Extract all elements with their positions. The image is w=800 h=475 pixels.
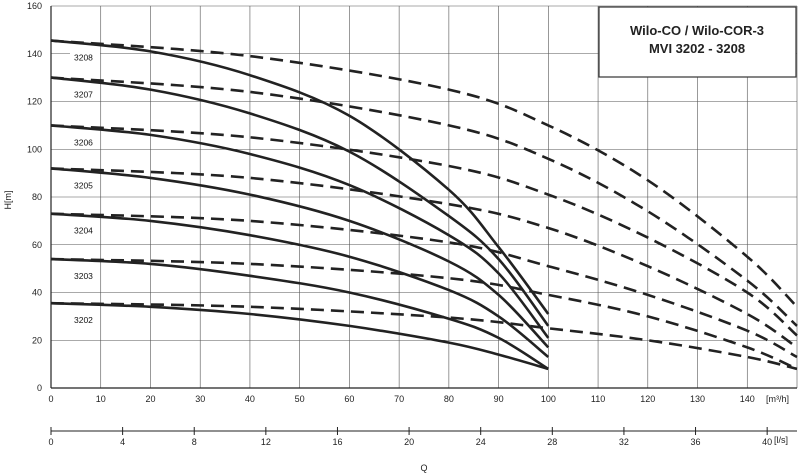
curve-label-3203: 3203 <box>74 271 93 281</box>
curve-label-bg <box>70 88 100 101</box>
curve-solid-3205 <box>50 167 550 349</box>
curve-label-bg <box>70 314 100 327</box>
curve-labels: 3208 3207 3206 3205 3204 3203 3202 <box>70 51 100 327</box>
curve-solid-3203 <box>50 257 549 371</box>
chart-title-line-1: Wilo-CO / Wilo-COR-3 <box>630 23 764 38</box>
y-tick-label: 80 <box>32 192 42 202</box>
title-box: Wilo-CO / Wilo-COR-3 MVI 3202 - 3208 <box>598 6 797 78</box>
curve-label-3204: 3204 <box>74 226 93 236</box>
x-tick-label: 50 <box>295 394 305 404</box>
curve-dashed-3206 <box>50 124 798 337</box>
curve-dashed-3207 <box>50 76 798 327</box>
curve-label-bg <box>70 224 100 237</box>
x-tick-label: 40 <box>245 394 255 404</box>
x2-tick-label: 16 <box>332 437 342 447</box>
curve-solid-3206 <box>50 124 550 339</box>
grid <box>50 5 798 389</box>
curve-dashed-3203 <box>50 257 798 371</box>
curve-solid-3207 <box>50 76 550 327</box>
curve-label-3202: 3202 <box>74 315 93 325</box>
x2-tick-label: 8 <box>192 437 197 447</box>
y-tick-label: 120 <box>27 97 42 107</box>
curve-dashed-3205 <box>50 167 798 349</box>
x2-tick-label: 20 <box>404 437 414 447</box>
x2-tick-label: 28 <box>547 437 557 447</box>
x-unit-top: [m³/h] <box>766 394 789 404</box>
x2-tick-label: 24 <box>476 437 486 447</box>
x-tick-label: 80 <box>444 394 454 404</box>
x-tick-label: 120 <box>640 394 655 404</box>
y-tick-label: 60 <box>32 240 42 250</box>
curve-label-3207: 3207 <box>74 90 93 100</box>
x-axis-label: Q <box>420 463 427 473</box>
curve-label-3205: 3205 <box>74 180 93 190</box>
y-tick-label: 160 <box>27 1 42 11</box>
curve-label-bg <box>70 270 100 283</box>
x2-tick-label: 32 <box>619 437 629 447</box>
curve-solid-3204 <box>50 212 550 359</box>
curve-label-3206: 3206 <box>74 137 93 147</box>
curve-label-3208: 3208 <box>74 53 93 63</box>
x2-tick-label: 36 <box>691 437 701 447</box>
x2-tick-label: 4 <box>120 437 125 447</box>
y-axis-label: H[m] <box>3 191 13 210</box>
curve-solid-3208 <box>50 39 550 315</box>
curves <box>50 39 798 371</box>
y-tick-label: 100 <box>27 144 42 154</box>
x-tick-label: 30 <box>195 394 205 404</box>
curve-dashed-3208 <box>50 39 798 308</box>
curve-label-bg <box>70 136 100 149</box>
x-tick-label: 60 <box>344 394 354 404</box>
y-tick-label: 140 <box>27 49 42 59</box>
y-tick-label: 0 <box>37 383 42 393</box>
axes: 0 10 20 30 40 50 60 70 80 90 100 110 120 130 140020406… <box>27 1 797 447</box>
x-tick-label: 130 <box>690 394 705 404</box>
x2-tick-label: 0 <box>48 437 53 447</box>
x-tick-label: 10 <box>96 394 106 404</box>
curve-label-bg <box>70 51 100 64</box>
x-tick-label: 90 <box>494 394 504 404</box>
curve-label-bg <box>70 179 100 192</box>
x2-tick-label: 40 <box>762 437 772 447</box>
chart-title-line-2: MVI 3202 - 3208 <box>649 41 745 56</box>
y-tick-label: 20 <box>32 335 42 345</box>
x-tick-label: 140 <box>740 394 755 404</box>
curve-dashed-3202 <box>50 301 798 371</box>
y-tick-label: 40 <box>32 288 42 298</box>
x-tick-label: 110 <box>591 394 605 404</box>
x-tick-label: 20 <box>145 394 155 404</box>
x-tick-label: 100 <box>541 394 556 404</box>
x-tick-label: 70 <box>394 394 404 404</box>
curve-solid-3202 <box>50 301 549 371</box>
x-tick-label: 0 <box>48 394 53 404</box>
x2-tick-label: 12 <box>261 437 271 447</box>
curve-dashed-3204 <box>50 212 798 359</box>
x-unit-bottom: [l/s] <box>774 435 788 445</box>
